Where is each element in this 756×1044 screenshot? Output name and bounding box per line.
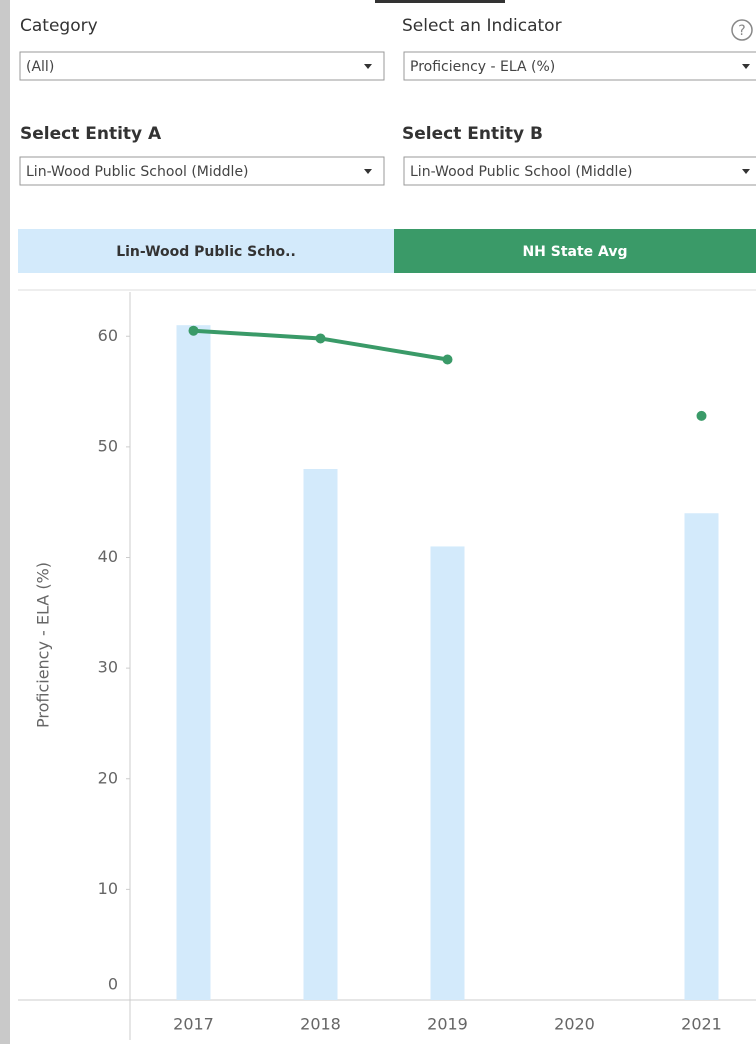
filter-label: Select Entity A	[20, 124, 162, 144]
legend-label: Lin-Wood Public Scho..	[116, 244, 296, 260]
dropdown-arrow	[364, 64, 372, 69]
dropdown-value: Lin-Wood Public School (Middle)	[410, 164, 633, 180]
filter-label: Select Entity B	[402, 124, 543, 144]
y-tick-label: 30	[98, 658, 118, 677]
help-icon[interactable]	[731, 19, 753, 41]
dropdown[interactable]	[19, 51, 385, 81]
y-tick-label: 10	[98, 879, 118, 898]
legend-label: NH State Avg	[522, 244, 627, 260]
dropdown-arrow	[742, 169, 750, 174]
dropdown-value: Proficiency - ELA (%)	[410, 59, 555, 75]
dropdown-arrow	[364, 169, 372, 174]
dropdown[interactable]	[19, 156, 385, 186]
top-edge	[375, 0, 505, 3]
x-tick-label: 2021	[681, 1015, 722, 1034]
bar	[303, 469, 338, 1000]
y-tick-label: 0	[108, 975, 118, 994]
help-icon-text: ?	[738, 23, 745, 39]
x-tick-label: 2020	[554, 1015, 595, 1034]
y-tick-label: 40	[98, 547, 118, 566]
bar	[176, 325, 211, 1000]
y-axis-title: Proficiency - ELA (%)	[34, 562, 53, 728]
y-tick-label: 50	[98, 436, 118, 455]
dropdown-value: (All)	[26, 59, 54, 75]
y-tick-label: 60	[98, 326, 118, 345]
x-tick-label: 2018	[300, 1015, 341, 1034]
x-tick-label: 2017	[173, 1015, 214, 1034]
dropdown-arrow	[742, 64, 750, 69]
dropdown[interactable]	[403, 51, 756, 81]
dropdown[interactable]	[403, 156, 756, 186]
bar	[684, 513, 719, 1000]
dropdown-value: Lin-Wood Public School (Middle)	[26, 164, 249, 180]
bar	[430, 546, 465, 1000]
legend-box[interactable]	[394, 229, 756, 273]
x-tick-label: 2019	[427, 1015, 468, 1034]
filter-label: Category	[20, 16, 98, 36]
y-tick-label: 20	[98, 768, 118, 787]
line-point	[696, 410, 707, 421]
left-border	[0, 0, 10, 1044]
line-point	[188, 325, 199, 336]
filter-label: Select an Indicator	[402, 16, 562, 36]
line-point	[442, 354, 453, 365]
legend-box[interactable]	[18, 229, 394, 273]
line-point	[315, 333, 326, 344]
